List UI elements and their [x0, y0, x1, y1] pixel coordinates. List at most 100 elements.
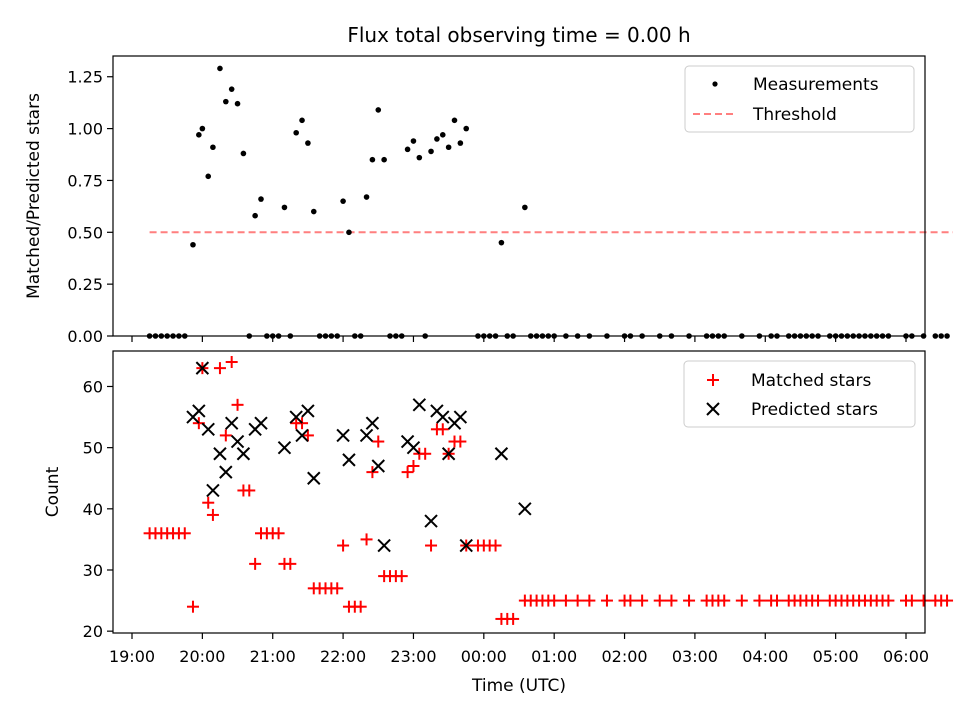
predicted-star-point	[436, 410, 450, 424]
bottom-axes-frame	[112, 350, 926, 634]
measurement-point	[451, 117, 458, 124]
measurement-point	[369, 156, 376, 163]
measurement-point	[252, 212, 258, 219]
measurement-point	[375, 107, 382, 113]
measurement-point	[196, 132, 202, 138]
matched-star-point	[360, 533, 373, 546]
matched-star-point	[507, 612, 520, 625]
matched-star-point	[882, 594, 895, 607]
predicted-star-point	[342, 453, 356, 467]
matched-star-point	[178, 527, 191, 540]
matched-star-point	[454, 435, 467, 448]
measurement-point	[346, 229, 352, 236]
predicted-star-point	[377, 538, 391, 553]
measurement-point	[404, 146, 411, 153]
bottom-ytick-label: 20	[83, 622, 103, 641]
measurement-point	[439, 132, 446, 138]
matched-star-point	[337, 539, 350, 552]
measurement-point	[228, 86, 235, 92]
predicted-star-point	[219, 465, 233, 479]
matched-star-point	[225, 356, 238, 369]
top-ytick-label: 0.00	[67, 327, 103, 346]
predicted-star-point	[277, 440, 292, 455]
matched-star-point	[284, 557, 297, 570]
predicted-star-point	[365, 416, 380, 430]
top-ytick-label: 1.25	[67, 68, 103, 87]
legend-measurements-marker	[712, 81, 718, 87]
matched-star-point	[354, 600, 367, 613]
top-ytick-label: 1.00	[67, 120, 103, 139]
bottom-legend: Matched stars Predicted stars	[683, 360, 916, 428]
measurement-point	[305, 140, 311, 146]
matched-star-point	[489, 539, 502, 552]
matched-star-point	[401, 466, 414, 479]
predicted-star-point	[336, 428, 350, 443]
predicted-star-point	[301, 404, 315, 418]
matched-star-point	[548, 594, 561, 607]
predicted-star-point	[494, 447, 509, 461]
measurement-point	[363, 194, 370, 200]
top-y-axis-label: Matched/Predicted stars	[24, 93, 44, 299]
predicted-star-point	[371, 459, 385, 473]
measurement-point	[240, 150, 247, 157]
predicted-star-point	[518, 502, 532, 516]
measurement-point	[223, 98, 229, 105]
measurement-point	[457, 140, 464, 146]
matched-star-point	[202, 496, 215, 509]
predicted-star-point	[412, 398, 427, 412]
top-legend: Measurements Threshold	[684, 65, 915, 133]
top-ytick-label: 0.75	[67, 171, 103, 190]
top-ytick-label: 0.25	[67, 275, 103, 294]
matched-star-point	[771, 594, 783, 607]
matched-star-point	[425, 539, 438, 552]
matched-star-point	[600, 594, 613, 607]
matched-star-point	[419, 447, 432, 460]
predicted-star-point	[441, 447, 456, 461]
xtick-label: 20:00	[179, 647, 225, 666]
predicted-star-point	[224, 416, 239, 430]
matched-star-point	[571, 594, 584, 607]
predicted-star-point	[406, 440, 421, 455]
measurement-point	[199, 125, 206, 132]
matched-star-point	[231, 398, 244, 411]
matched-star-point	[301, 429, 314, 442]
predicted-star-point	[295, 428, 309, 443]
measurement-point	[428, 148, 434, 155]
matched-star-point	[559, 594, 572, 607]
matched-star-point	[249, 557, 262, 570]
predicted-star-point	[307, 471, 321, 485]
legend-threshold-label: Threshold	[752, 105, 837, 125]
measurement-point	[234, 100, 241, 107]
predicted-star-point	[424, 514, 438, 528]
matched-star-point	[665, 594, 678, 607]
measurement-point	[381, 156, 387, 163]
matched-star-point	[653, 594, 666, 607]
xtick-label: 22:00	[320, 647, 366, 666]
bottom-ytick-label: 30	[83, 561, 103, 580]
xtick-label: 19:00	[109, 647, 155, 666]
predicted-star-point	[359, 428, 374, 443]
matched-star-point	[243, 484, 256, 497]
legend-matched-label: Matched stars	[751, 371, 871, 391]
measurement-point	[938, 333, 944, 339]
measurement-point	[190, 241, 196, 248]
predicted-star-point	[230, 434, 245, 449]
predicted-star-point	[459, 538, 473, 553]
matched-star-point	[407, 460, 420, 473]
measurement-point	[217, 65, 223, 72]
xtick-label: 21:00	[250, 647, 296, 666]
measurement-point	[310, 208, 317, 215]
xtick-label: 01:00	[531, 647, 577, 666]
matched-star-point	[272, 527, 285, 540]
bottom-ytick-label: 60	[83, 377, 103, 396]
matched-star-point	[219, 429, 232, 442]
matched-star-point	[624, 594, 637, 607]
matched-star-point	[941, 594, 954, 607]
predicted-star-point	[254, 416, 268, 430]
matched-star-point	[186, 600, 199, 613]
bottom-ytick-label: 50	[83, 439, 103, 458]
predicted-star-point	[289, 410, 303, 424]
bottom-plot-area	[143, 356, 954, 625]
xtick-label: 06:00	[883, 647, 929, 666]
measurement-point	[932, 333, 939, 339]
